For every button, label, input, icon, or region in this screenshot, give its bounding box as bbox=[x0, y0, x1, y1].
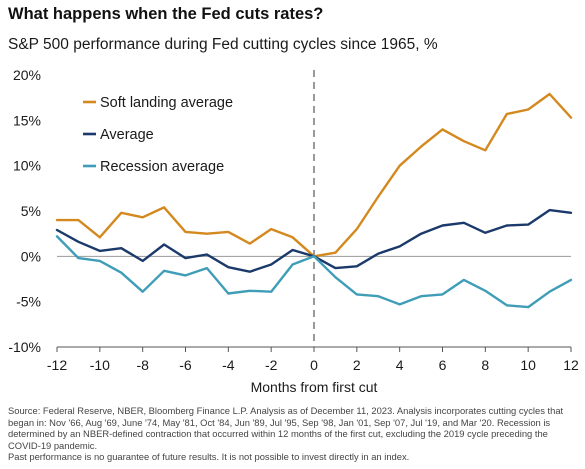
y-tick-label: 15% bbox=[13, 112, 41, 128]
x-axis-title: Months from first cut bbox=[251, 379, 378, 395]
chart-title: What happens when the Fed cuts rates? bbox=[8, 5, 324, 23]
series-line-recession-average bbox=[55, 235, 573, 309]
y-axis: 20% 15% 10% 5% 0% -5% -10% bbox=[8, 67, 41, 355]
series-lines bbox=[55, 92, 573, 309]
chart-subtitle: S&P 500 performance during Fed cutting c… bbox=[8, 36, 438, 53]
y-tick-label: 5% bbox=[21, 203, 41, 219]
line-chart: 20% 15% 10% 5% 0% -5% -10% -12 -10 -8 -6 -4 -2 0 2 4 6 8… bbox=[8, 67, 579, 395]
x-tick-label: -12 bbox=[47, 357, 67, 373]
reference-lines bbox=[57, 70, 571, 347]
legend-label: Recession average bbox=[100, 159, 224, 175]
y-tick-label: 0% bbox=[21, 248, 41, 264]
x-tick-label: -8 bbox=[136, 357, 149, 373]
source-note: Source: Federal Reserve, NBER, Bloomberg… bbox=[8, 405, 564, 451]
y-tick-label: -5% bbox=[16, 294, 41, 310]
footnote: Source: Federal Reserve, NBER, Bloomberg… bbox=[8, 405, 580, 463]
y-tick-label: 20% bbox=[13, 67, 41, 83]
x-tick-label: 12 bbox=[563, 357, 579, 373]
disclaimer-note: Past performance is no guarantee of futu… bbox=[8, 451, 410, 463]
y-tick-label: 10% bbox=[13, 158, 41, 174]
legend-label: Soft landing average bbox=[100, 95, 233, 111]
x-tick-label: 0 bbox=[310, 357, 318, 373]
x-tick-label: -4 bbox=[222, 357, 235, 373]
x-tick-label: -2 bbox=[265, 357, 278, 373]
x-tick-label: 10 bbox=[520, 357, 536, 373]
x-axis: -12 -10 -8 -6 -4 -2 0 2 4 6 8 10 12 bbox=[47, 346, 579, 373]
x-tick-label: 6 bbox=[439, 357, 447, 373]
x-tick-label: 2 bbox=[353, 357, 361, 373]
x-tick-label: -6 bbox=[179, 357, 192, 373]
y-tick-label: -10% bbox=[8, 339, 41, 355]
x-tick-label: 8 bbox=[481, 357, 489, 373]
x-tick-label: 4 bbox=[396, 357, 404, 373]
x-tick-label: -10 bbox=[90, 357, 110, 373]
chart-legend: Soft landing average Average Recession ave… bbox=[83, 95, 233, 175]
legend-label: Average bbox=[100, 127, 154, 143]
